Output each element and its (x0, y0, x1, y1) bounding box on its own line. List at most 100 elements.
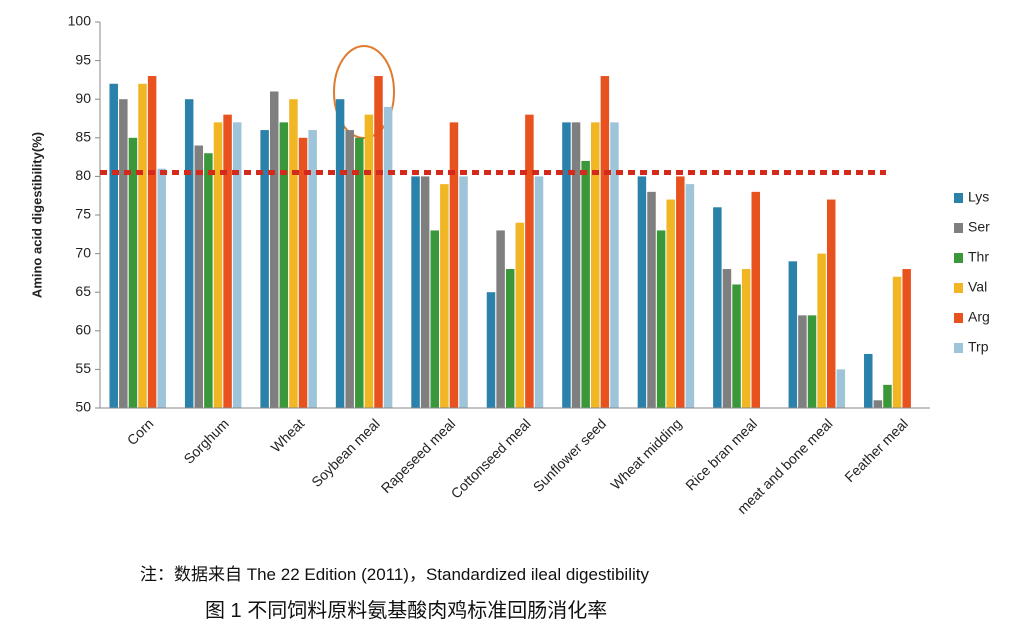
bar (269, 91, 279, 408)
legend-swatch (954, 193, 963, 203)
legend-swatch (954, 253, 963, 263)
bar (525, 114, 534, 408)
bar (345, 130, 354, 408)
legend-label: Lys (968, 189, 989, 205)
bar (204, 153, 213, 408)
bar (581, 160, 590, 408)
x-tick-label: Wheat midding (607, 415, 684, 492)
bar (430, 230, 439, 408)
bar (459, 176, 468, 408)
bar (610, 122, 619, 409)
bar (213, 122, 223, 409)
legend-swatch (954, 313, 963, 323)
x-tick-label: Corn (124, 415, 157, 448)
bar (260, 130, 269, 408)
bar (713, 207, 722, 408)
bar (194, 145, 204, 408)
bar (534, 176, 544, 408)
bar (732, 284, 741, 408)
bar (836, 369, 846, 408)
legend-label: Ser (968, 219, 990, 235)
y-tick-label: 100 (68, 13, 92, 29)
bar (308, 130, 317, 408)
bar (486, 292, 496, 408)
chart: Amino acid digestibility(%) 50 55 60 65 70 75… (29, 13, 990, 517)
y-tick-label: 90 (75, 90, 91, 106)
bar (788, 261, 798, 408)
bar (223, 114, 232, 408)
y-tick-label: 85 (75, 129, 91, 145)
bar (289, 99, 298, 408)
legend-label: Trp (968, 339, 989, 355)
bar (109, 83, 118, 408)
bar (656, 230, 666, 408)
bar (147, 76, 157, 408)
bar (902, 269, 911, 408)
bar (751, 191, 761, 408)
x-tick-label: Wheat (267, 415, 307, 455)
bar (496, 230, 505, 408)
y-tick-label: 60 (75, 322, 91, 338)
bar (420, 176, 430, 408)
bar (355, 137, 364, 409)
y-tick-label: 50 (75, 399, 91, 415)
x-tick-label: Feather meal (841, 415, 911, 485)
bar (138, 83, 147, 408)
bar (279, 122, 289, 409)
bar (440, 184, 449, 408)
note: 注：数据来自 The 22 Edition (2011)，Standardize… (140, 565, 649, 584)
y-tick-label: 70 (75, 244, 91, 260)
y-tick-label: 75 (75, 206, 91, 222)
y-tick-label: 80 (75, 167, 91, 183)
bar (335, 99, 345, 408)
bar (364, 114, 374, 408)
bar (119, 99, 128, 408)
bar (826, 199, 836, 408)
bar (298, 137, 308, 409)
bar (383, 106, 393, 409)
x-tick-label: Cottonseed meal (448, 415, 534, 501)
bar (676, 176, 685, 408)
bar (591, 122, 600, 409)
legend-swatch (954, 343, 963, 353)
bar (600, 76, 610, 408)
bar (157, 168, 166, 408)
bar (449, 122, 459, 409)
bar (798, 315, 807, 408)
bar (864, 353, 873, 408)
legend-label: Thr (968, 249, 989, 265)
bar (515, 222, 525, 408)
caption: 图 1 不同饲料原料氨基酸肉鸡标准回肠消化率 (205, 600, 608, 622)
bar (685, 184, 695, 408)
legend-swatch (954, 283, 963, 293)
legend-swatch (954, 223, 963, 233)
bar (883, 384, 892, 408)
bar (184, 99, 194, 408)
bar (562, 122, 571, 409)
y-axis-label: Amino acid digestibility(%) (29, 132, 44, 298)
x-tick-label: Rapeseed meal (378, 415, 459, 496)
x-tick-label: Rice bran meal (682, 415, 760, 493)
highlight-ellipse (333, 45, 395, 139)
legend-label: Val (968, 279, 987, 295)
bar (232, 122, 242, 409)
bar (666, 199, 675, 408)
bar (374, 76, 383, 408)
bar (411, 176, 420, 408)
y-tick-label: 55 (75, 360, 91, 376)
legend-label: Arg (968, 309, 990, 325)
y-tick-label: 65 (75, 283, 91, 299)
bar (647, 191, 656, 408)
bar (873, 400, 883, 408)
bar (817, 253, 826, 408)
x-tick-label: Soybean meal (308, 415, 383, 490)
bar (571, 122, 581, 409)
x-tick-label: Sorghum (180, 415, 231, 466)
bar (892, 276, 902, 408)
bar (128, 137, 138, 409)
bar (722, 269, 732, 408)
bar (637, 176, 647, 408)
y-tick-label: 95 (75, 51, 91, 67)
bar (741, 269, 751, 408)
